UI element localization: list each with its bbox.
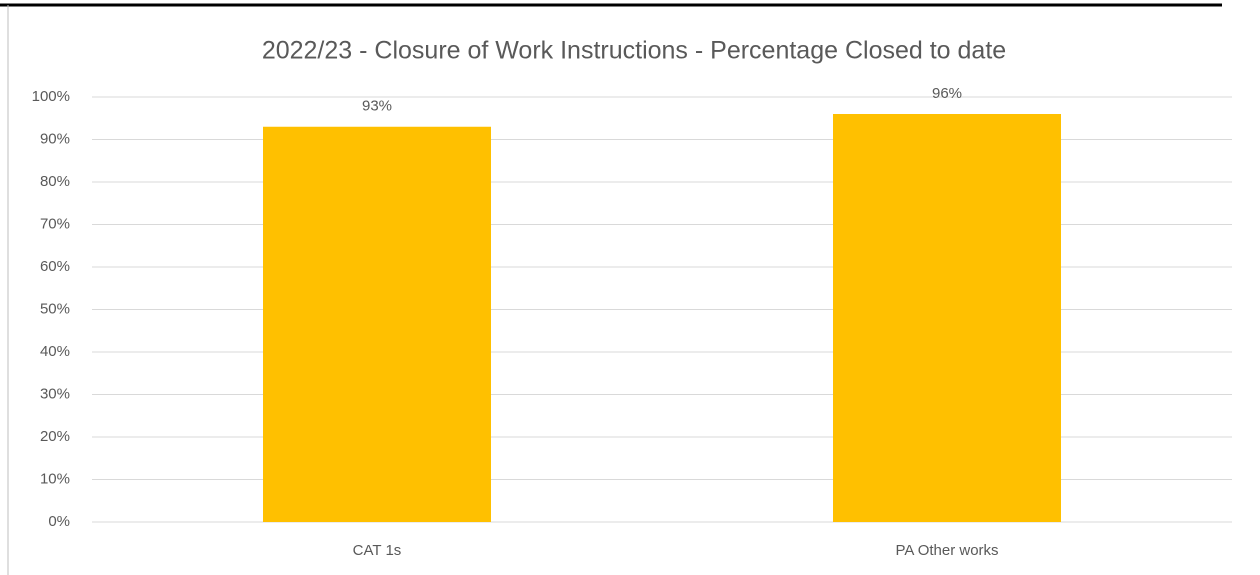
y-tick-label: 20%	[40, 428, 70, 445]
y-tick-label: 80%	[40, 173, 70, 190]
y-tick-label: 50%	[40, 300, 70, 317]
data-label: 96%	[932, 85, 962, 102]
chart-title: 2022/23 - Closure of Work Instructions -…	[262, 37, 1006, 65]
y-tick-label: 40%	[40, 343, 70, 360]
x-tick-label: PA Other works	[895, 542, 998, 559]
data-label: 93%	[362, 98, 392, 115]
y-tick-label: 100%	[32, 88, 70, 105]
y-tick-label: 60%	[40, 258, 70, 275]
y-tick-label: 0%	[48, 513, 70, 530]
y-tick-label: 70%	[40, 215, 70, 232]
y-tick-label: 90%	[40, 130, 70, 147]
x-tick-label: CAT 1s	[353, 542, 402, 559]
bar	[833, 114, 1061, 522]
bar	[263, 126, 491, 522]
y-tick-label: 30%	[40, 385, 70, 402]
y-tick-label: 10%	[40, 470, 70, 487]
